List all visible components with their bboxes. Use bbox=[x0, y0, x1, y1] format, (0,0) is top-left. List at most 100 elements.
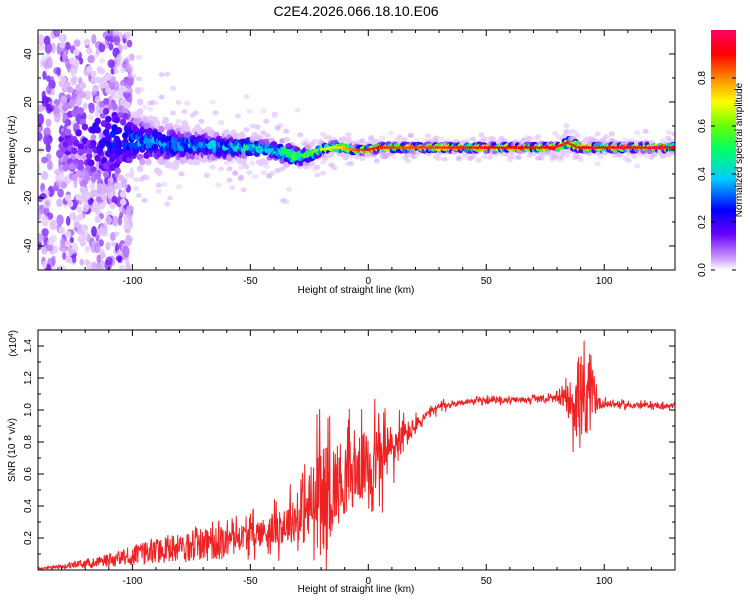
spectrogram-speckle bbox=[69, 236, 74, 244]
spectrogram-haze bbox=[368, 135, 375, 141]
spectrogram-haze bbox=[226, 177, 233, 183]
spectrogram-speckle bbox=[49, 76, 55, 86]
spectrogram-speckle bbox=[45, 118, 52, 128]
spectrogram-haze bbox=[487, 154, 494, 160]
spectrogram-ridge-cell bbox=[83, 174, 91, 182]
spectrogram-panel: -100 -50 0 50 100 -40 -20 0 20 40 Height of stra… bbox=[7, 13, 676, 310]
spectrogram-haze bbox=[161, 182, 168, 188]
spectrogram-ridge-cell bbox=[183, 124, 191, 132]
spectrogram-haze bbox=[164, 71, 171, 77]
spectrogram-speckle bbox=[76, 206, 83, 213]
spectrogram-haze bbox=[441, 156, 448, 162]
spectrogram-ridge-cell bbox=[88, 13, 94, 20]
spectrogram-haze bbox=[237, 165, 244, 171]
x-tick-label: -50 bbox=[243, 276, 258, 287]
spectrogram-speckle bbox=[110, 67, 115, 75]
spectrogram-ridge-cell bbox=[134, 87, 142, 95]
spectrogram-haze bbox=[481, 154, 488, 160]
spectrogram-speckle bbox=[124, 62, 131, 71]
svg-text:(x104): (x104) bbox=[8, 330, 20, 357]
spectrogram-haze bbox=[260, 170, 267, 176]
y-tick-label: 0.2 bbox=[23, 531, 34, 545]
x-tick-label: 0 bbox=[366, 276, 372, 287]
spectrogram-speckle bbox=[79, 258, 85, 266]
spectrogram-haze bbox=[223, 160, 230, 166]
spectrogram-haze bbox=[175, 118, 182, 124]
spectrogram-speckle bbox=[71, 75, 78, 84]
spectrogram-ridge-cell bbox=[75, 129, 82, 137]
spectrogram-ridge-cell bbox=[71, 174, 78, 182]
spectrogram-ridge-cell bbox=[58, 226, 65, 234]
spectrogram-haze bbox=[94, 305, 100, 310]
spectrogram-haze bbox=[260, 108, 267, 114]
spectrogram-speckle bbox=[41, 156, 48, 164]
snr-x-ticks: -100 -50 0 50 100 bbox=[37, 330, 676, 587]
spectrogram-haze bbox=[96, 22, 102, 27]
spectrogram-haze bbox=[226, 166, 233, 172]
spectrogram-ridge-cell bbox=[559, 148, 566, 155]
spectrogram-ridge-cell bbox=[109, 202, 116, 210]
spectrogram-ridge-cell bbox=[83, 191, 91, 199]
spectrogram-ridge-cell bbox=[251, 131, 259, 138]
spectrogram-speckle bbox=[46, 159, 53, 171]
spectrogram-haze bbox=[634, 130, 641, 136]
spectrogram-haze bbox=[212, 110, 219, 116]
spectrogram-haze bbox=[135, 193, 142, 199]
spectrogram-haze bbox=[402, 136, 409, 142]
spectrogram-haze bbox=[252, 174, 259, 180]
spectrogram-haze bbox=[470, 154, 477, 160]
x-tick-label: -100 bbox=[122, 576, 142, 587]
spectrogram-haze bbox=[254, 124, 261, 130]
spectrogram-haze bbox=[246, 170, 253, 176]
spectrogram-haze bbox=[286, 186, 293, 192]
spectrogram-ridge-cell bbox=[94, 117, 101, 125]
spectrogram-haze bbox=[237, 174, 244, 180]
spectrogram-speckle bbox=[38, 240, 43, 251]
y-tick-label: 1.4 bbox=[23, 339, 34, 353]
spectrogram-haze bbox=[314, 164, 321, 170]
spectrogram-speckle bbox=[120, 66, 126, 74]
spectrogram-ridge-core bbox=[670, 145, 675, 150]
spectrogram-ridge-cell bbox=[90, 140, 97, 148]
snr-scale-suffix: ) bbox=[8, 330, 19, 333]
spectrogram-haze bbox=[563, 123, 570, 129]
colorbar-tick-label: 0.6 bbox=[697, 119, 708, 133]
spectrogram-haze bbox=[178, 171, 185, 177]
spectrogram-haze bbox=[319, 170, 326, 176]
spectrogram-haze bbox=[671, 131, 675, 137]
spectrogram-haze bbox=[617, 152, 624, 158]
spectrogram-speckle bbox=[38, 113, 44, 126]
spectrogram-haze bbox=[574, 132, 581, 138]
spectrogram-speckle bbox=[125, 262, 132, 270]
spectrogram-haze bbox=[102, 40, 109, 46]
x-tick-label: 0 bbox=[366, 576, 372, 587]
spectrogram-speckle bbox=[62, 51, 67, 64]
colorbar-tick-label: 0.4 bbox=[697, 167, 708, 181]
spectrogram-speckle bbox=[129, 167, 134, 179]
snr-scale-prefix: (x10 bbox=[8, 337, 19, 357]
spectrogram-haze bbox=[102, 231, 109, 237]
spectrogram-speckle bbox=[91, 34, 97, 45]
spectrogram-speckle bbox=[86, 260, 93, 270]
spectrogram-haze bbox=[110, 241, 117, 247]
spectrogram-haze bbox=[130, 73, 137, 79]
spectrogram-ridge-cell bbox=[308, 161, 316, 167]
spectrogram-speckle bbox=[112, 80, 120, 92]
x-tick-label: -100 bbox=[122, 276, 142, 287]
spectrogram-ridge-cell bbox=[328, 151, 335, 157]
spectrogram-haze bbox=[249, 160, 256, 166]
spectrogram-haze bbox=[147, 106, 154, 112]
spectrogram-speckle bbox=[50, 88, 56, 96]
spectrogram-haze bbox=[155, 189, 162, 195]
spectrogram-ridge-cell bbox=[64, 128, 72, 136]
colorbar: 0.0 0.2 0.4 0.6 0.8 Normalized spectral ampl… bbox=[697, 30, 745, 277]
spectrogram-haze bbox=[85, 275, 91, 280]
spectrogram-ridge-cell bbox=[132, 147, 140, 155]
spectrogram-speckle bbox=[105, 241, 111, 251]
spectrogram-ridge-cell bbox=[88, 159, 95, 167]
spectrogram-speckle bbox=[117, 256, 122, 264]
spectrogram-haze bbox=[373, 158, 380, 164]
spectrogram-speckle bbox=[59, 244, 67, 253]
spectrogram-ridge-cell bbox=[105, 122, 112, 130]
spectrogram-ridge-cell bbox=[64, 194, 72, 202]
